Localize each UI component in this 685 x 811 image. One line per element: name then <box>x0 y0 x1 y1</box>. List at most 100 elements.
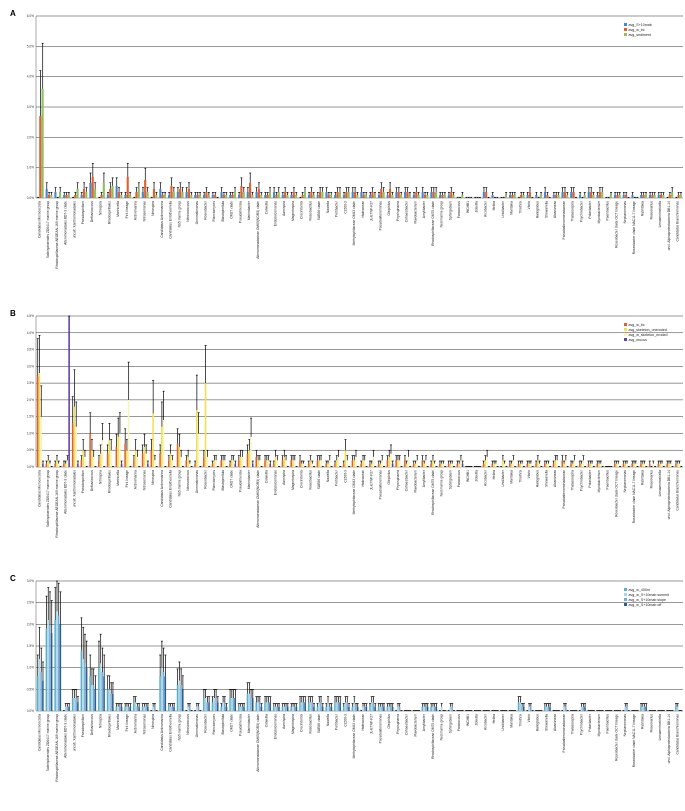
bar <box>342 463 345 467</box>
bar <box>545 463 548 467</box>
legend-label: avg_w_S+10mab summit <box>629 593 669 597</box>
category-label: Methylophilaceae OM43 clade <box>352 201 356 246</box>
category-label: Pseudoalteromonas <box>378 470 382 500</box>
bar <box>520 194 523 198</box>
bar <box>318 460 320 467</box>
bar <box>461 194 464 198</box>
bar <box>89 182 92 198</box>
bar <box>390 453 392 467</box>
legend-swatch <box>624 33 627 36</box>
bar <box>408 194 411 198</box>
bar <box>230 698 233 711</box>
bar <box>145 453 147 467</box>
bar <box>640 706 642 711</box>
bar <box>251 463 254 467</box>
bar <box>295 194 298 198</box>
bar <box>284 191 287 198</box>
bar <box>66 706 69 711</box>
y-tick-label: 0.0% <box>27 465 34 469</box>
bar <box>260 706 263 711</box>
bar <box>242 191 245 198</box>
category-label: Halioglobus <box>536 714 540 732</box>
bar <box>451 463 453 467</box>
category-label: SAR86 clade <box>317 201 321 220</box>
bar <box>307 702 310 711</box>
bar <box>225 194 228 198</box>
bar <box>509 463 511 467</box>
category-label: Unidibacter <box>501 713 505 731</box>
category-label: Roseobacter clade NAC11-7 lineage <box>632 201 636 254</box>
bar <box>258 460 261 467</box>
bar <box>276 706 278 711</box>
bar <box>206 702 209 711</box>
bar <box>117 706 119 711</box>
bar <box>163 194 167 198</box>
category-label: Psychrobacter <box>579 469 583 491</box>
bar <box>255 702 258 711</box>
bar <box>196 409 198 467</box>
chart-panel-A: A 0.0% 1.0% 2.0% 3.0% 4.0% 5.0% 6.0% Candidatus … <box>10 9 683 269</box>
bar <box>640 463 642 467</box>
category-label: uncult. Xanthomonadales <box>72 714 76 752</box>
bar <box>653 194 656 198</box>
bar <box>171 460 174 467</box>
category-label: Marinicella <box>116 470 120 486</box>
bar <box>509 194 512 198</box>
bar <box>84 663 86 711</box>
bar <box>281 194 284 198</box>
bar <box>669 463 672 467</box>
bar <box>232 460 235 467</box>
bar <box>124 443 126 467</box>
bar <box>415 191 418 198</box>
bar <box>395 460 397 467</box>
bar <box>126 176 129 198</box>
bar <box>346 460 348 467</box>
bar <box>222 460 224 467</box>
y-tick-label: 2.5% <box>27 601 34 605</box>
bar <box>523 706 525 711</box>
category-label: Pir4 lineage <box>125 714 129 732</box>
panel-letter: B <box>10 309 16 318</box>
bar <box>512 460 515 467</box>
bar <box>68 706 70 711</box>
category-label: Rhodospirillales <box>107 201 111 225</box>
bar <box>283 456 285 467</box>
bar <box>211 702 214 711</box>
bar <box>360 463 362 467</box>
bar <box>372 702 375 711</box>
category-label: Roseovarius <box>649 201 653 220</box>
y-tick-label: 4.5% <box>27 314 34 318</box>
bar <box>265 702 268 711</box>
category-label: Salinisphaerales ZD0417 marine group <box>46 201 50 258</box>
category-label: Maritalea <box>510 201 514 215</box>
bar <box>64 463 67 467</box>
category-label: Zobellia <box>475 201 479 213</box>
bar <box>391 706 394 711</box>
bar <box>71 698 74 711</box>
bar <box>94 188 97 198</box>
bar <box>136 456 139 467</box>
bar <box>657 194 660 198</box>
bar <box>168 460 170 467</box>
bar <box>38 373 41 467</box>
bar <box>482 463 485 467</box>
bar <box>161 667 163 711</box>
bar <box>171 706 174 711</box>
bar <box>249 182 252 198</box>
category-label: Pseudoalteromonas <box>378 201 382 231</box>
bar <box>563 191 566 198</box>
bar <box>220 460 223 467</box>
category-label: Candidatus Actinomarina <box>160 470 164 507</box>
bar <box>161 194 164 198</box>
bar <box>286 194 289 198</box>
bar <box>351 460 354 467</box>
bar <box>204 383 207 467</box>
category-label: Nitrospina <box>151 201 155 216</box>
bar <box>675 706 677 711</box>
bar <box>589 463 591 467</box>
category-label: Planctomyces <box>212 714 216 735</box>
bar <box>215 460 217 467</box>
category-label: Roseibacillus <box>308 714 312 734</box>
bar <box>510 463 513 467</box>
bar <box>141 453 144 467</box>
